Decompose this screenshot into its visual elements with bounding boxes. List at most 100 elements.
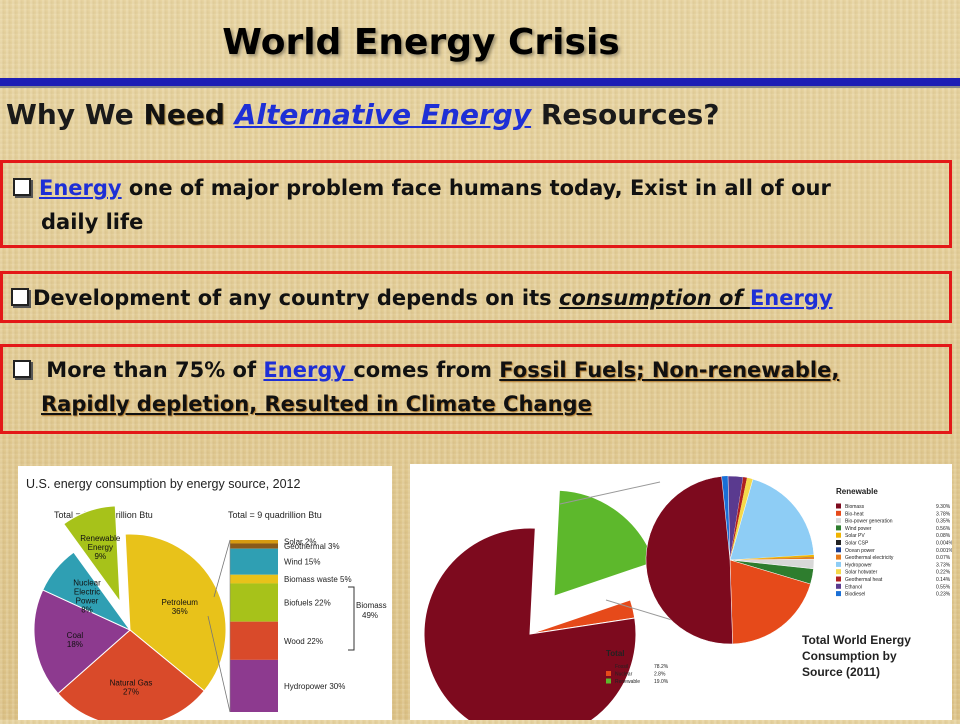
legend-label: Wind power: [845, 526, 872, 532]
chart2-detail-slice-biomass: [645, 476, 733, 645]
chart1-breakdown-label: Wood 22%: [284, 637, 323, 646]
legend-swatch: [836, 525, 841, 531]
chart1-breakdown-label: Biomass waste 5%: [284, 575, 352, 584]
legend-value: 0.001%: [936, 548, 952, 554]
legend-swatch: [836, 576, 841, 582]
legend-value: 78.2%: [654, 664, 669, 670]
legend-swatch: [836, 591, 841, 597]
legend-label: Ethanol: [845, 584, 862, 590]
world-energy-chart: Renewable Biomass 9.30% Bio-heat 3.78% Bio-po…: [423, 475, 954, 724]
legend-label: Geothermal heat: [845, 577, 883, 583]
legend-swatch: [836, 583, 841, 589]
legend-value: 9.30%: [936, 504, 951, 510]
legend-value: 0.55%: [936, 584, 951, 590]
legend-swatch: [836, 540, 841, 545]
chart1-breakdown-label: Hydropower 30%: [284, 682, 345, 691]
legend-value: 2.8%: [654, 672, 666, 678]
fossil-fuels-text: Fossil Fuels; Non-renewable,: [499, 358, 840, 382]
slide-subtitle: Why We Need Alternative Energy Resources…: [6, 98, 720, 131]
slide-title: World Energy Crisis: [222, 22, 620, 63]
biomass-bracket: [348, 586, 355, 651]
chart1-breakdown-bar: [230, 540, 278, 544]
chart1-slice-label: Renewable: [80, 534, 121, 543]
legend-swatch: [606, 671, 611, 676]
subtitle-prefix: Why We: [6, 98, 144, 131]
energy-link[interactable]: Energy: [39, 176, 122, 200]
chart2-title-line1: Total World Energy: [802, 633, 911, 647]
chart2-detail-slice-hydropower: [729, 478, 815, 561]
checkbox-bullet-icon: [13, 178, 31, 196]
chart2-detail-slice-solar-pv: [730, 554, 814, 560]
legend-label: Geothermal electricity: [845, 555, 894, 561]
energy-link[interactable]: Energy: [263, 358, 354, 382]
legend-value: 0.23%: [936, 592, 951, 598]
legend-value: 0.56%: [936, 526, 951, 532]
legend-swatch: [836, 518, 841, 524]
chart1-slice-label: Electric: [74, 588, 100, 597]
legend-swatch: [836, 532, 841, 538]
chart1-slice-label: Petroleum: [161, 598, 198, 607]
legend-label: Ocean power: [845, 548, 875, 554]
chart1-slice-label: Power: [76, 597, 99, 606]
bullet1-line2: daily life: [41, 210, 144, 234]
renewable-legend-heading: Renewable: [836, 487, 878, 496]
bullet3-line2: Rapidly depletion, Resulted in Climate C…: [41, 392, 592, 416]
legend-label: Solar CSP: [845, 541, 869, 547]
legend-swatch: [836, 561, 841, 567]
zoom-connector-bottom: [207, 615, 231, 713]
legend-value: 3.73%: [936, 562, 951, 568]
chart1-slice-label: Energy: [88, 543, 113, 552]
chart1-slice-label: Coal: [67, 631, 84, 640]
total-legend-heading: Total: [606, 649, 625, 658]
legend-value: 0.14%: [936, 577, 951, 583]
biomass-bracket-label: Biomass: [356, 601, 387, 610]
chart1-breakdown-label: Geothermal 3%: [284, 542, 340, 551]
zoom-connector-bottom: [605, 599, 673, 621]
legend-swatch: [606, 678, 611, 684]
chart1-breakdown-label: Biofuels 22%: [284, 599, 331, 608]
checkbox-bullet-icon: [11, 288, 29, 306]
legend-value: 0.004%: [936, 541, 952, 547]
chart1-breakdown-label: Wind 15%: [284, 558, 320, 567]
chart1-breakdown-bar: [230, 621, 278, 660]
alternative-energy-link[interactable]: Alternative Energy: [234, 98, 532, 131]
legend-swatch: [836, 547, 841, 553]
legend-swatch: [836, 569, 841, 575]
chart1-slice-value: 18%: [67, 640, 83, 649]
legend-value: 0.22%: [936, 570, 951, 576]
world-energy-chart-panel: Renewable Biomass 9.30% Bio-heat 3.78% Bio-po…: [410, 464, 954, 724]
chart2-detail-slice-ethanol: [727, 475, 744, 561]
bullet2-text: Development of any country depends on it…: [33, 286, 559, 310]
bullet-box-fossil-fuels: More than 75% of Energy comes from Fossi…: [0, 344, 952, 434]
chart1-breakdown-label: Solar 2%: [284, 538, 316, 547]
bullet3-prefix: More than 75% of: [39, 358, 264, 382]
legend-value: 0.07%: [936, 555, 951, 561]
chart1-slice-renewable-energy: [63, 505, 121, 604]
legend-label: Renewable: [615, 679, 640, 685]
chart1-breakdown-bar: [230, 548, 278, 575]
bullet-box-energy-problem: Energy one of major problem face humans …: [0, 160, 952, 248]
chart1-slice-value: 36%: [172, 607, 188, 616]
chart1-slice-value: 9%: [95, 552, 107, 561]
chart1-slice-coal: [33, 589, 131, 695]
chart1-breakdown-bar: [230, 659, 278, 712]
legend-label: Bio-power generation: [845, 519, 893, 525]
chart1-slice-petroleum: [124, 533, 227, 692]
energy-link[interactable]: Energy: [749, 286, 833, 310]
chart2-slice-fossil: [423, 527, 637, 724]
legend-label: Nuclear: [615, 672, 633, 678]
chart1-slice-nuclear-electric-power: [42, 551, 132, 632]
checkbox-bullet-icon: [13, 360, 31, 378]
chart1-breakdown-bar: [230, 583, 278, 622]
bullet2-italic: consumption of: [558, 286, 750, 310]
chart1-slice-value: 27%: [123, 688, 139, 697]
legend-value: 0.08%: [936, 533, 951, 539]
legend-swatch: [836, 503, 841, 509]
us-energy-chart: U.S. energy consumption by energy source…: [26, 477, 387, 724]
legend-value: 3.78%: [936, 511, 951, 517]
chart1-slice-natural-gas: [57, 629, 205, 724]
legend-value: 0.35%: [936, 519, 951, 525]
chart2-title-line2: Consumption by: [802, 649, 897, 663]
chart2-title-line3: Source (2011): [802, 665, 880, 679]
legend-swatch: [836, 554, 841, 560]
